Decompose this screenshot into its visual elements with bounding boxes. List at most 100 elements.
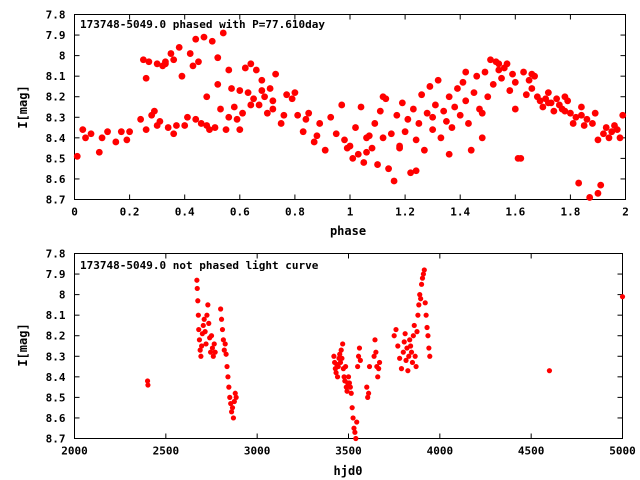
phased-data-point <box>385 165 392 173</box>
unphased-data-point <box>203 341 209 347</box>
unphased-data-point <box>395 343 401 349</box>
unphased-data-point <box>364 384 370 390</box>
unphased-data-point <box>210 353 216 359</box>
phased-data-point <box>407 169 415 177</box>
unphased-data-point <box>225 374 231 380</box>
unphased-x-ticks: 2000 2500 3000 3500 4000 4500 5000 <box>61 253 636 458</box>
phased-data-point <box>82 134 89 142</box>
phased-x-tick-label: 0.4 <box>175 206 195 219</box>
phased-data-point <box>467 146 475 154</box>
phased-data-point <box>258 87 266 94</box>
phased-data-point <box>195 58 202 66</box>
phased-data-point <box>376 107 384 115</box>
phased-data-point <box>398 99 406 107</box>
phased-data-point <box>263 109 271 117</box>
unphased-data-point <box>220 337 226 343</box>
unphased-data-point <box>201 316 207 322</box>
phased-data-point <box>261 93 268 101</box>
unphased-data-point <box>424 324 430 331</box>
phased-data-point <box>569 120 577 127</box>
phased-data-point <box>511 78 519 86</box>
phased-data-point <box>401 128 409 136</box>
phased-data-point <box>420 146 428 154</box>
phased-data-point <box>465 120 472 127</box>
phased-data-point <box>379 93 387 101</box>
phased-data-point <box>434 76 442 84</box>
phased-data-point <box>495 60 503 68</box>
unphased-x-tick-label: 5000 <box>609 445 636 458</box>
phased-data-point <box>236 87 244 94</box>
phased-data-point <box>153 60 161 68</box>
phased-data-point <box>578 111 585 119</box>
unphased-x-axis-label: hjd0 <box>334 464 363 478</box>
unphased-data-point <box>412 353 418 359</box>
unphased-data-point <box>355 363 361 370</box>
phased-data-point <box>178 72 186 80</box>
unphased-data-point <box>194 277 200 283</box>
phased-data-point <box>203 122 211 129</box>
phased-data-point <box>283 91 291 99</box>
phased-data-point <box>145 58 153 66</box>
unphased-data-point <box>421 267 427 273</box>
unphased-data-point <box>227 394 233 400</box>
unphased-data-point <box>335 363 341 370</box>
phased-data-point <box>360 159 368 166</box>
phased-x-tick-label: 0 <box>71 206 78 219</box>
phased-data-point <box>294 111 302 119</box>
unphased-data-point <box>218 316 225 322</box>
unphased-data-point <box>348 390 354 396</box>
phased-data-point <box>536 97 544 105</box>
unphased-data-point <box>400 349 406 355</box>
phased-data-point <box>583 115 591 123</box>
phased-data-point <box>412 167 420 175</box>
phased-x-tick-label: 2 <box>622 206 629 219</box>
phased-data-point <box>181 122 189 129</box>
phased-data-point <box>150 107 158 115</box>
unphased-data-point <box>376 366 382 372</box>
phased-data-point <box>332 130 340 138</box>
unphased-data-point <box>415 312 421 318</box>
phased-data-point <box>586 194 594 201</box>
phased-data-point <box>473 72 481 80</box>
phased-data-point <box>189 62 197 70</box>
phased-data-point <box>511 105 519 113</box>
phased-data-point <box>459 78 467 86</box>
unphased-data-point <box>393 326 399 333</box>
phased-data-point <box>451 103 459 111</box>
phased-data-point <box>520 68 527 76</box>
phased-data-point <box>349 154 357 162</box>
unphased-data-point <box>347 384 353 390</box>
unphased-data-point <box>414 329 420 335</box>
unphased-data-point <box>212 349 218 355</box>
phased-data-point <box>346 142 354 150</box>
phased-data-point <box>445 93 453 101</box>
phased-data-point <box>608 128 616 136</box>
phased-data-point <box>164 124 172 131</box>
unphased-data-point <box>198 353 204 359</box>
phased-data-point <box>313 132 321 140</box>
unphased-data-point <box>346 380 353 386</box>
phased-data-point <box>498 74 505 82</box>
unphased-data-point <box>365 394 371 400</box>
phased-data-point <box>258 76 266 84</box>
phased-data-point <box>528 70 536 78</box>
unphased-data-point <box>223 351 229 357</box>
phased-data-point <box>456 111 464 119</box>
phased-chart-title: 173748-5049.0 phased with P=77.610day <box>80 18 325 31</box>
unphased-data-point <box>418 281 425 287</box>
unphased-data-point <box>405 368 411 374</box>
unphased-data-point <box>427 353 433 359</box>
unphased-data-point <box>342 363 349 370</box>
phased-y-tick-label: 8.5 <box>46 152 66 165</box>
unphased-data-point <box>408 343 414 349</box>
unphased-data-point <box>619 294 626 300</box>
phased-data-point <box>600 130 607 138</box>
phased-data-point <box>368 144 376 152</box>
phased-data-point <box>327 113 335 121</box>
phased-data-point <box>432 101 439 109</box>
phased-x-tick-label: 1.6 <box>505 206 525 219</box>
phased-y-tick-label: 8.4 <box>46 132 66 145</box>
phased-data-point <box>117 128 125 136</box>
phased-data-point <box>357 103 365 111</box>
